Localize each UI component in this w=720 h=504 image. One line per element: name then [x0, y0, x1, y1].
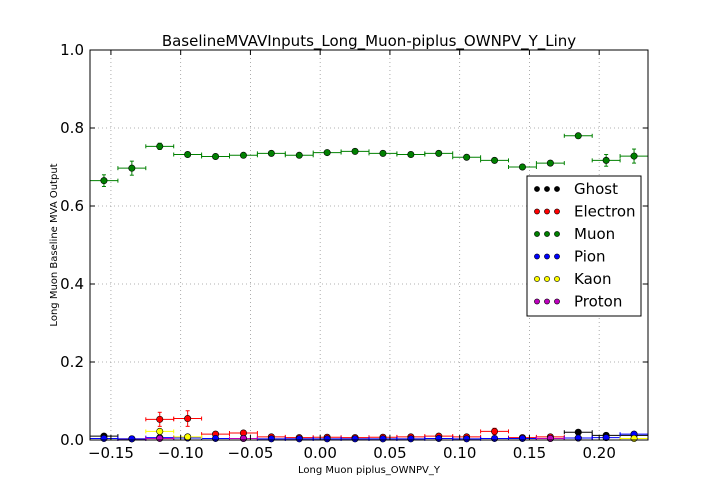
data-point	[212, 152, 220, 160]
data-point	[407, 435, 415, 443]
legend-box	[526, 175, 642, 317]
data-point	[518, 434, 526, 442]
legend-marker	[534, 231, 540, 237]
x-tick-label: −0.15	[88, 444, 134, 462]
x-tick-label: 0.10	[443, 444, 476, 462]
data-point	[184, 415, 192, 423]
data-point	[267, 435, 275, 443]
legend-marker	[554, 208, 560, 215]
data-point	[379, 149, 387, 157]
y-tick-label: 0.2	[60, 353, 84, 371]
legend-marker	[544, 186, 550, 192]
y-tick-label: 0.6	[60, 197, 84, 215]
y-axis-label: Long Muon Baseline MVA Output	[49, 163, 60, 326]
data-point	[602, 434, 610, 442]
legend-marker	[534, 298, 540, 305]
data-point	[156, 415, 164, 423]
data-point	[156, 142, 164, 150]
data-point	[630, 434, 638, 442]
data-point	[546, 434, 554, 442]
x-tick-label: 0.15	[513, 444, 546, 462]
legend-label: Electron	[574, 203, 636, 221]
data-point	[351, 147, 359, 155]
legend-marker	[554, 231, 560, 237]
x-tick-label: 0.20	[582, 444, 615, 462]
y-tick-label: 1.0	[60, 41, 84, 59]
data-point	[574, 428, 582, 436]
legend-marker	[534, 208, 540, 215]
data-point	[463, 153, 471, 161]
x-axis-label: Long Muon piplus_OWNPV_Y	[298, 465, 441, 476]
data-point	[463, 435, 471, 443]
legend-marker	[544, 298, 550, 305]
data-point	[630, 152, 638, 160]
x-tick-label: 0.05	[373, 444, 406, 462]
legend-label: Kaon	[574, 270, 611, 288]
data-point	[407, 151, 415, 159]
legend-marker	[544, 276, 550, 282]
axis-layer: −0.15 −0.10 −0.05 0.00 0.05 0.10 0.15 0.20 0.0 0.…	[60, 41, 648, 462]
legend-marker	[544, 231, 550, 237]
legend-label: Proton	[574, 293, 622, 311]
data-point	[574, 132, 582, 140]
data-point	[546, 159, 554, 167]
legend-marker	[544, 253, 550, 260]
data-point	[518, 163, 526, 171]
legend-marker	[554, 186, 560, 192]
x-tick-label: 0.00	[303, 444, 336, 462]
legend-marker	[554, 298, 560, 305]
data-point	[323, 435, 331, 443]
data-point	[435, 434, 443, 442]
legend-marker	[534, 186, 540, 192]
data-point	[212, 434, 220, 442]
data-point	[239, 151, 247, 159]
data-point	[184, 151, 192, 159]
legend: Ghost Electron Muon Pion Kaon Proton	[526, 175, 642, 317]
data-point	[100, 177, 108, 185]
data-point	[156, 434, 164, 442]
chart-title: BaselineMVAVInputs_Long_Muon-piplus_OWNP…	[162, 32, 576, 51]
plot-frame	[89, 49, 649, 441]
data-point	[602, 156, 610, 164]
legend-marker	[534, 276, 540, 282]
data-point	[156, 427, 164, 435]
data-point	[435, 149, 443, 157]
data-point	[128, 164, 136, 172]
legend-marker	[544, 208, 550, 215]
x-tick-label: −0.05	[227, 444, 273, 462]
data-point	[184, 433, 192, 441]
data-layer	[89, 132, 649, 443]
legend-label: Muon	[574, 225, 615, 243]
legend-marker	[554, 276, 560, 282]
data-point	[295, 435, 303, 443]
y-tick-label: 0.8	[60, 119, 84, 137]
data-point	[491, 434, 499, 442]
legend-marker	[534, 253, 540, 260]
x-tick-label: −0.10	[158, 444, 204, 462]
y-tick-label: 0.4	[60, 275, 84, 293]
data-point	[128, 435, 136, 443]
data-point	[295, 151, 303, 159]
data-point	[267, 149, 275, 157]
series-muon	[89, 132, 649, 187]
data-point	[491, 156, 499, 164]
data-point	[491, 427, 499, 435]
data-point	[351, 435, 359, 443]
data-point	[379, 435, 387, 443]
legend-label: Pion	[574, 248, 606, 266]
data-point	[239, 434, 247, 442]
y-tick-label: 0.0	[60, 431, 84, 449]
data-point	[323, 149, 331, 157]
legend-label: Ghost	[574, 180, 618, 198]
data-point	[100, 434, 108, 442]
legend-marker	[554, 253, 560, 260]
